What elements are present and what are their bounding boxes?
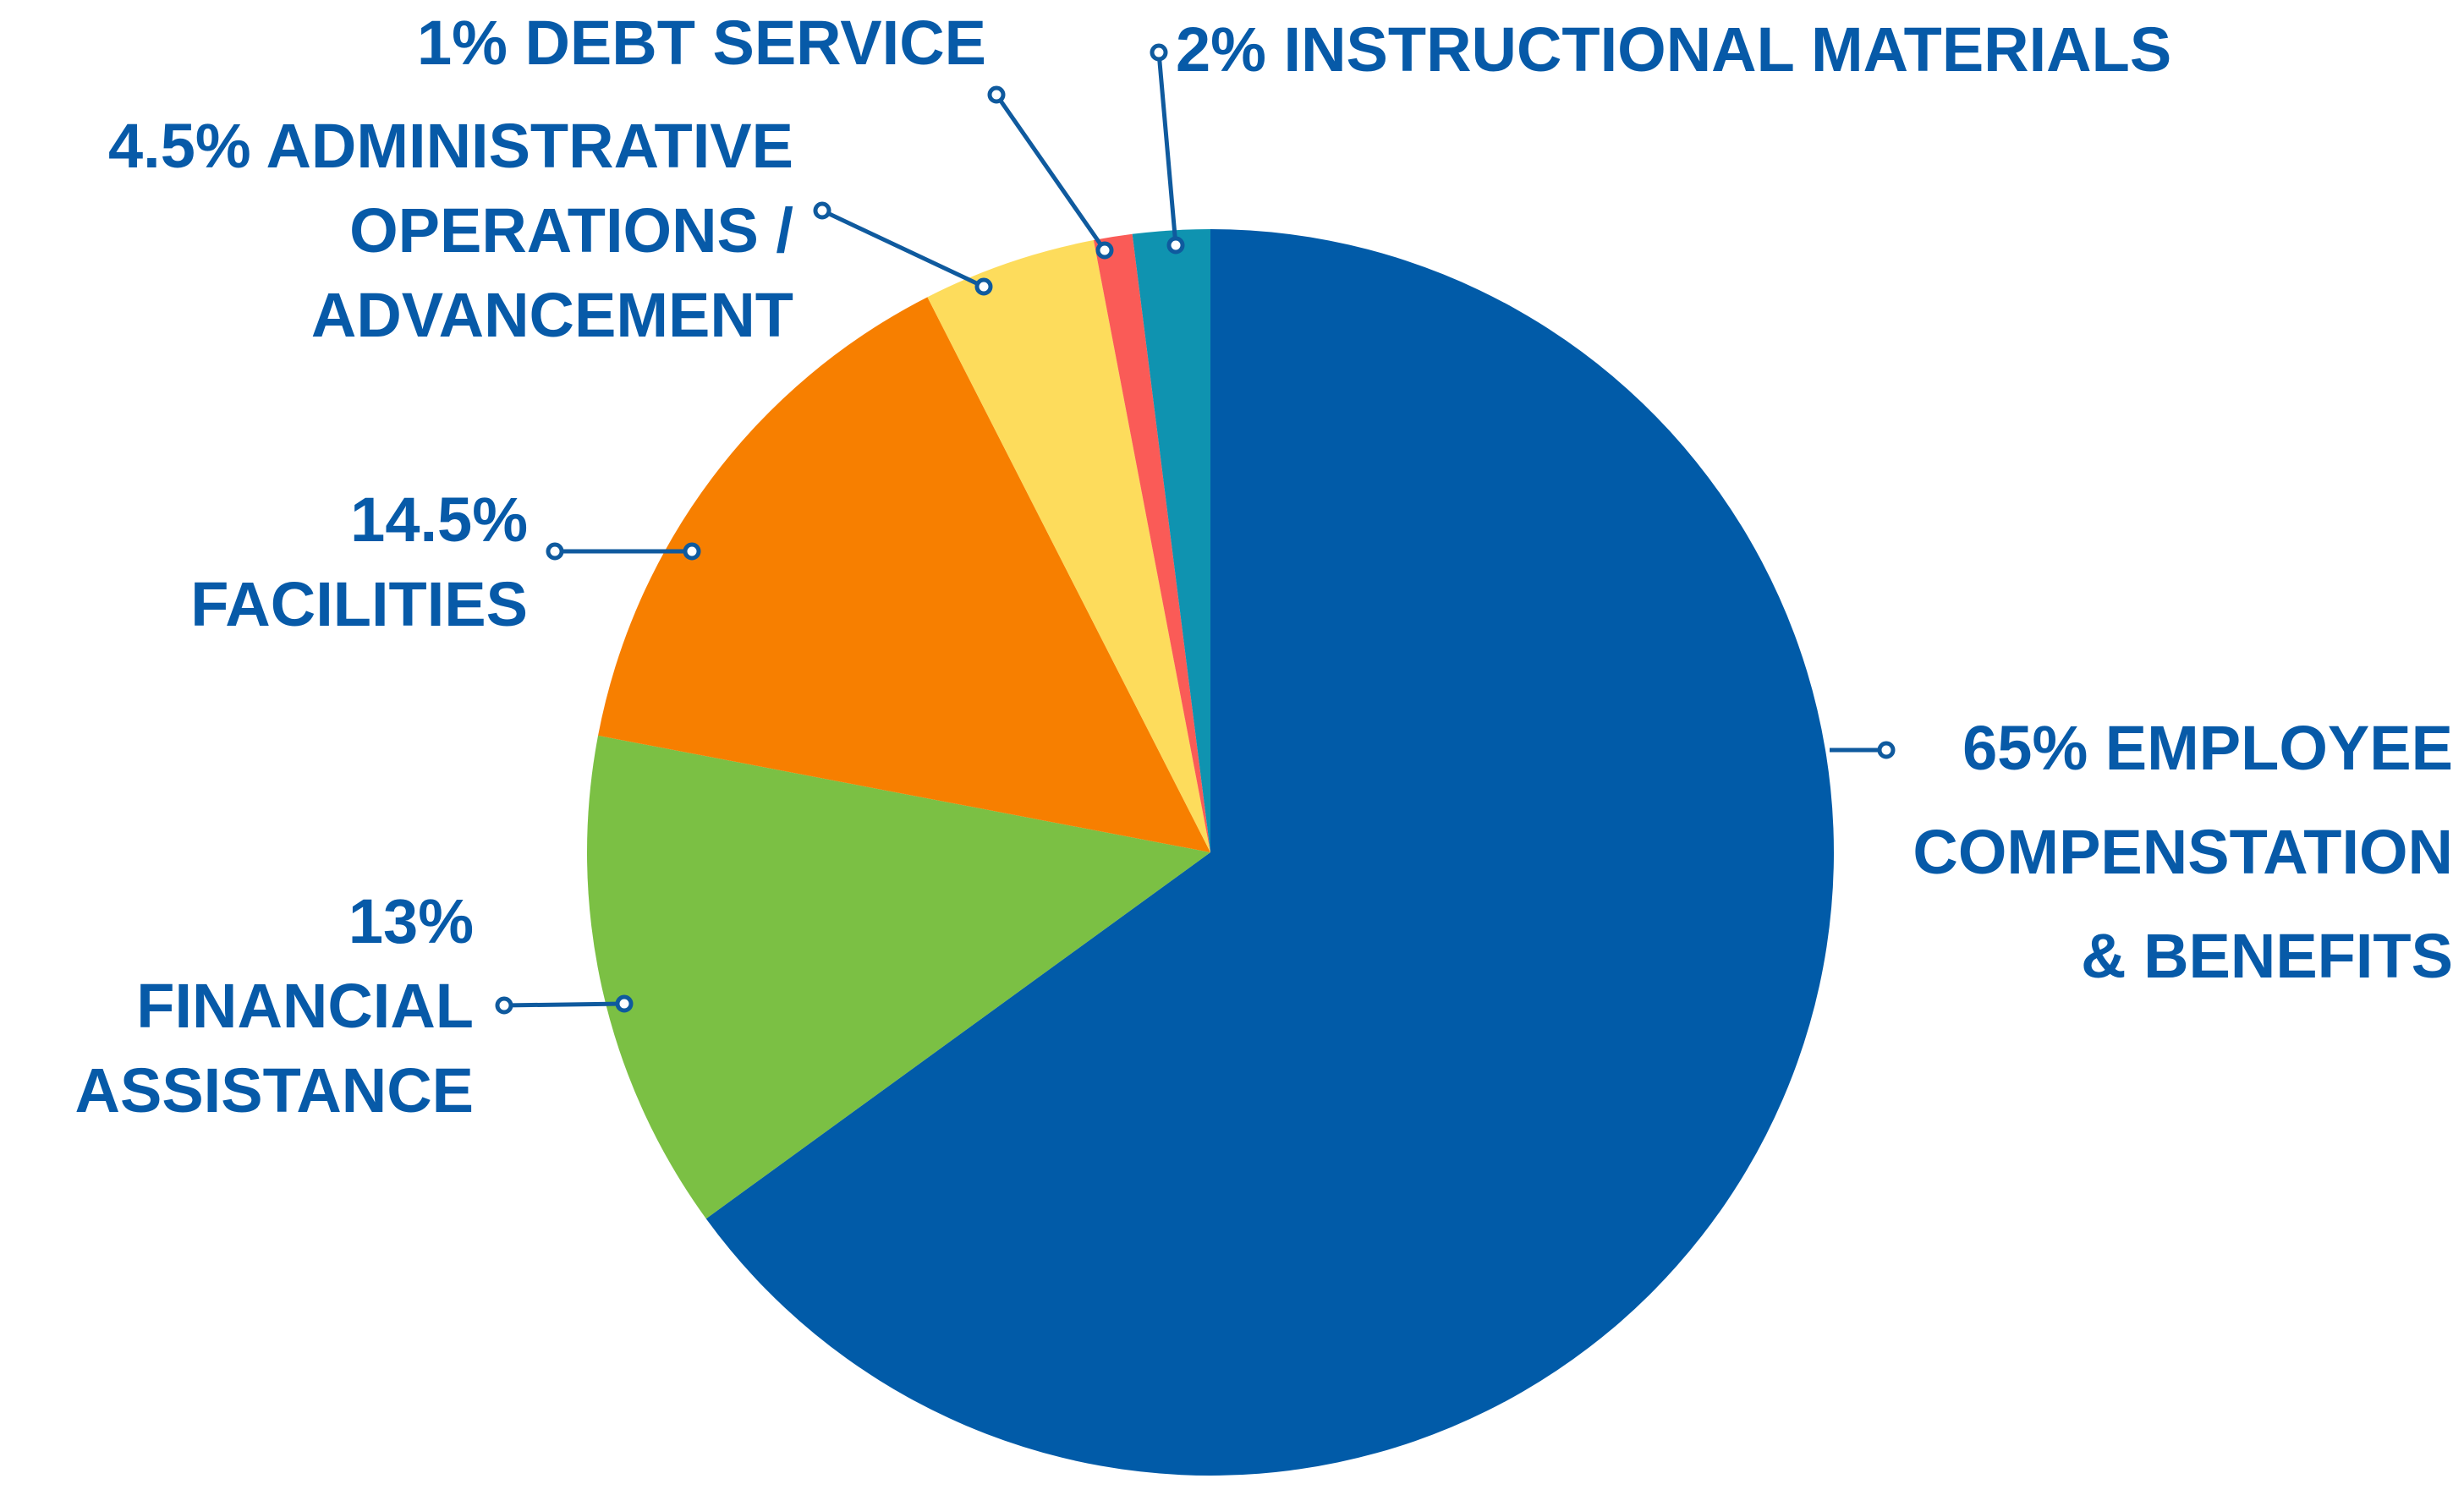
pie-slice-2-instructional-materials xyxy=(1132,229,1210,852)
slice-label-line: FACILITIES xyxy=(190,569,528,639)
leader-line-2 xyxy=(503,1001,625,1008)
leader-dot-4-1 xyxy=(974,277,993,296)
slices-layer xyxy=(586,229,1835,1476)
leaders-layer xyxy=(495,43,1896,1015)
pie-slice-1-debt-service xyxy=(1093,233,1210,852)
labels-layer: 65% EMPLOYEE COMPENSTATION & BENEFITS 13% FI… xyxy=(75,8,2453,1125)
leader-dot-2-1 xyxy=(615,994,634,1013)
slice-label-line: & BENEFITS xyxy=(2081,921,2453,991)
leader-dot-2-2 xyxy=(495,996,513,1015)
pie-slice-65-employee-compenstation-benefits xyxy=(705,229,1835,1476)
slice-label-line: 14.5% xyxy=(350,485,528,555)
leader-dot-3-2 xyxy=(546,542,564,561)
slice-label-65-employee-compenstation-benefits: 65% EMPLOYEE COMPENSTATION & BENEFITS xyxy=(1912,713,2453,991)
leader-dot-6-1 xyxy=(1166,236,1185,255)
leader-line-6 xyxy=(1156,52,1178,246)
leader-dot-6-2 xyxy=(1150,43,1168,62)
pie-slice-4-5-administrative-operations-advancement xyxy=(927,240,1210,852)
leader-line-5 xyxy=(994,93,1107,252)
leader-dot-4-2 xyxy=(813,201,831,220)
leader-dot-5-1 xyxy=(1095,241,1114,260)
slice-label-line: 65% EMPLOYEE xyxy=(1962,713,2453,783)
slice-label-2-instructional-materials: 2% INSTRUCTIONAL MATERIALS xyxy=(1176,14,2171,85)
slice-label-14-5-facilities: 14.5% FACILITIES xyxy=(190,485,528,639)
slice-label-line: ASSISTANCE xyxy=(75,1055,474,1125)
slice-label-line: ADVANCEMENT xyxy=(311,280,793,350)
slice-label-line: 13% xyxy=(348,886,474,956)
leader-dot-1-1 xyxy=(1877,741,1896,759)
slice-label-1-debt-service: 1% DEBT SERVICE xyxy=(417,8,986,78)
slice-label-line: OPERATIONS / xyxy=(349,195,793,266)
slice-label-line: 4.5% ADMINISTRATIVE xyxy=(108,111,793,181)
slice-label-4-5-administrative-operations-advancement: 4.5% ADMINISTRATIVE OPERATIONS / ADVANCEME… xyxy=(108,111,793,350)
leader-dot-3-1 xyxy=(683,542,701,561)
pie-slice-14-5-facilities xyxy=(598,297,1210,852)
slice-label-line: COMPENSTATION xyxy=(1912,817,2453,887)
pie-slice-13-financial-assistance xyxy=(586,735,1210,1219)
leader-dot-5-2 xyxy=(987,85,1006,104)
slice-label-line: FINANCIAL xyxy=(136,971,474,1041)
leader-line-4 xyxy=(820,208,985,289)
slice-label-line: 2% INSTRUCTIONAL MATERIALS xyxy=(1176,14,2171,85)
slice-label-line: 1% DEBT SERVICE xyxy=(417,8,986,78)
slice-label-13-financial-assistance: 13% FINANCIAL ASSISTANCE xyxy=(75,886,474,1125)
